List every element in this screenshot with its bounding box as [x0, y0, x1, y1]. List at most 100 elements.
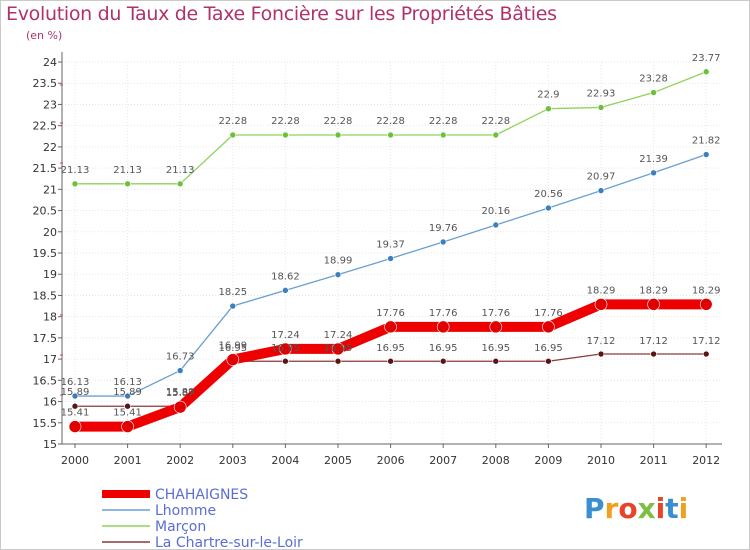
data-point: [71, 180, 79, 188]
data-label: 22.93: [587, 88, 616, 99]
legend-item: Lhomme: [102, 503, 216, 519]
data-label: 22.28: [481, 116, 510, 127]
logo-text: Proxiti: [584, 492, 688, 525]
y-tick-label: 18: [43, 311, 57, 324]
data-point: [702, 68, 710, 76]
data-label: 18.99: [324, 256, 353, 267]
data-label: 17.24: [271, 330, 300, 341]
grid-lines: [62, 61, 722, 445]
data-label: 15.89: [166, 387, 195, 398]
data-label: 16.13: [113, 377, 142, 388]
series-lhomme: [71, 151, 710, 400]
data-label: 17.24: [324, 330, 353, 341]
x-tick-label: 2009: [534, 454, 562, 467]
data-point: [71, 402, 79, 410]
data-point: [542, 320, 555, 334]
data-point: [545, 204, 552, 212]
legend-label: Marçon: [155, 519, 206, 535]
data-label: 21.13: [166, 165, 195, 176]
data-point: [121, 420, 134, 433]
data-label: 17.76: [534, 308, 563, 319]
data-label: 16.95: [481, 343, 510, 354]
y-tick-label: 19: [43, 268, 57, 281]
y-tick-label: 15: [43, 438, 57, 451]
data-point: [226, 353, 240, 366]
legend-item: Marçon: [102, 519, 206, 535]
y-tick-label: 22.5: [33, 120, 58, 133]
data-label: 17.76: [429, 308, 458, 319]
data-label: 16.95: [534, 343, 563, 354]
series-mar-on: [71, 68, 710, 188]
y-tick-label: 21: [43, 183, 57, 196]
chart-title: Evolution du Taux de Taxe Foncière sur l…: [6, 3, 557, 25]
data-point: [439, 131, 447, 139]
y-tick-label: 21.5: [33, 162, 58, 175]
data-label: 15.89: [113, 387, 142, 398]
x-tick-label: 2008: [482, 454, 510, 467]
data-label: 17.12: [639, 336, 668, 347]
data-point: [124, 180, 131, 188]
data-point: [650, 350, 657, 358]
data-label: 17.76: [481, 308, 510, 319]
data-point: [387, 357, 394, 365]
data-point: [331, 342, 345, 356]
series-layer: [68, 68, 713, 433]
axes: 15 15.5 16 16.5 17 17.5 18 18.5 19 19.5 20 20.5 21 21…: [33, 52, 722, 467]
y-tick-label: 20.5: [33, 205, 58, 218]
data-point: [334, 131, 342, 139]
data-point: [387, 131, 394, 139]
data-point: [124, 392, 131, 400]
data-label: 19.76: [429, 223, 458, 234]
x-tick-label: 2006: [377, 454, 405, 467]
x-tick-label: 2003: [219, 454, 247, 467]
data-point: [597, 187, 605, 194]
x-tick-label: 2012: [692, 454, 720, 467]
data-point: [702, 151, 710, 158]
data-label: 18.62: [271, 271, 300, 282]
data-label: 17.12: [587, 336, 616, 347]
data-point: [597, 104, 605, 111]
data-point: [282, 131, 289, 139]
y-tick-label: 23: [43, 98, 57, 111]
data-label: 22.28: [376, 116, 405, 127]
legend-label: CHAHAIGNES: [155, 487, 248, 503]
data-point: [436, 320, 450, 334]
data-point: [439, 238, 447, 246]
x-tick-label: 2005: [324, 454, 352, 467]
legend-label: Lhomme: [155, 503, 216, 519]
data-point: [492, 221, 500, 229]
data-point: [387, 255, 394, 262]
data-label: 15.41: [61, 408, 90, 419]
x-tick-label: 2010: [587, 454, 615, 467]
data-label: 18.25: [218, 287, 247, 298]
data-point: [173, 400, 187, 414]
data-label: 21.13: [61, 165, 90, 176]
data-point: [489, 320, 503, 334]
y-tick-label: 23.5: [33, 77, 58, 90]
data-label: 16.95: [376, 343, 405, 354]
data-labels: 15.89 15.89 15.89 16.95 16.95 16.95 16.95 16.95…: [61, 53, 721, 419]
data-point: [279, 342, 292, 356]
data-point: [439, 357, 447, 365]
proxiti-logo: Proxiti: [584, 492, 688, 525]
data-point: [699, 298, 713, 311]
data-label: 21.82: [692, 136, 721, 147]
y-tick-label: 17.5: [33, 332, 58, 345]
data-point: [124, 402, 131, 410]
data-point: [594, 298, 608, 311]
data-label: 16.95: [324, 343, 353, 354]
x-tick-label: 2001: [114, 454, 142, 467]
data-point: [650, 169, 657, 177]
data-point: [702, 350, 710, 358]
legend-item: CHAHAIGNES: [102, 487, 248, 503]
data-point: [176, 367, 184, 374]
x-tick-label: 2007: [429, 454, 457, 467]
data-point: [229, 131, 237, 139]
data-point: [71, 392, 79, 400]
data-point: [176, 180, 184, 188]
series-chahaignes: [68, 298, 713, 433]
y-tick-label: 18.5: [33, 289, 58, 302]
y-tick-label: 22: [43, 141, 57, 154]
data-label: 22.28: [324, 116, 353, 127]
